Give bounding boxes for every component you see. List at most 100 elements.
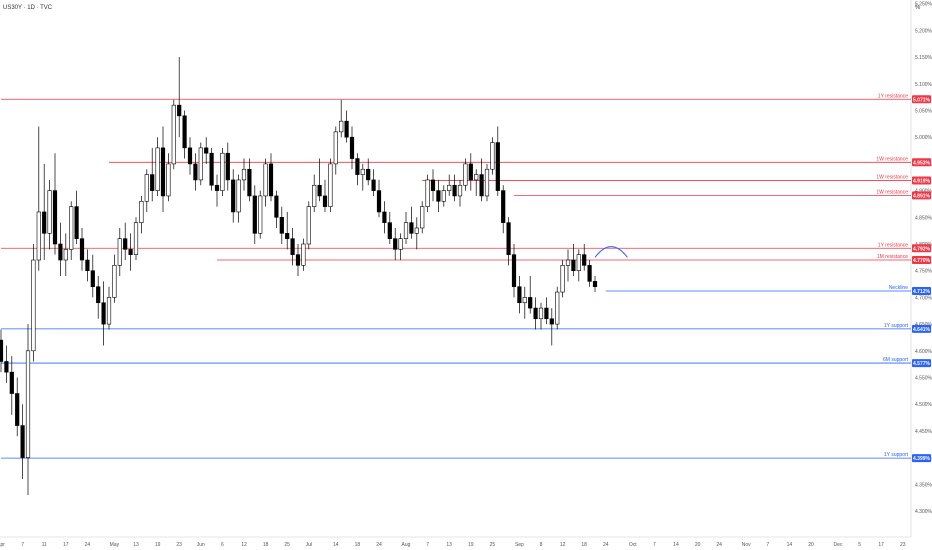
candle-body [231, 179, 236, 213]
level-label: 1W resistance [876, 174, 908, 180]
price-tag [912, 158, 931, 167]
level-label: Neckline [889, 285, 908, 291]
x-tick-label: 18 [581, 542, 587, 548]
candle-body [133, 222, 139, 255]
candle-body [371, 179, 376, 191]
x-tick-label: 17 [878, 542, 884, 548]
candle-body [9, 371, 14, 394]
price-tag [912, 256, 931, 265]
candle-body [555, 291, 560, 325]
candle-body [587, 265, 592, 282]
time-axis[interactable]: Apr 7 11 17 24 May 13 19 23 Jun 6 12 18 25 Jul 14 18 24 Au… [0, 542, 906, 548]
candle-body [69, 206, 74, 250]
candle-body [101, 302, 106, 325]
price-tag [912, 286, 931, 295]
candle-body [538, 307, 544, 320]
level-label: 1W resistance [876, 189, 908, 195]
candle-body [447, 184, 452, 191]
price-tag-text: 4.577% [913, 361, 931, 367]
candle-body [495, 142, 500, 191]
x-tick-label: 25 [490, 542, 496, 548]
y-tick-label: 5.000% [915, 135, 932, 141]
candle-body [128, 249, 133, 255]
candle-body [236, 179, 241, 213]
candle-body [155, 147, 160, 191]
x-tick-label: Apr [0, 542, 5, 548]
candle-body [349, 136, 355, 159]
candle-body [533, 307, 538, 320]
candle-body [430, 179, 436, 191]
x-tick-label: 24 [376, 542, 382, 548]
candle-body [484, 168, 490, 197]
candle-body [322, 195, 328, 207]
candle-body [225, 152, 230, 181]
candle-body [241, 168, 247, 181]
price-tag-text: 4.770% [913, 258, 931, 264]
candle-body [592, 281, 598, 288]
x-tick-label: Dec [834, 542, 843, 548]
y-tick-label: 5.150% [915, 55, 932, 61]
candle-body [193, 163, 198, 181]
x-tick-label: Aug [402, 542, 411, 548]
candle-body [90, 270, 95, 288]
x-tick-label: 7 [21, 542, 24, 548]
x-tick-label: 7 [426, 542, 429, 548]
candle-body [355, 158, 360, 175]
price-tag [912, 324, 931, 333]
level-label: 6M support [883, 357, 909, 363]
x-tick-label: May [110, 542, 120, 548]
currency-label: % [915, 5, 921, 11]
y-tick-label: 4.750% [915, 269, 932, 275]
candle-body [220, 152, 225, 191]
candle-body [468, 163, 473, 181]
x-tick-label: 12 [241, 542, 247, 548]
price-tag [912, 191, 931, 200]
candle-body [182, 115, 187, 149]
candle-body [204, 147, 209, 154]
candle-body [42, 211, 47, 234]
candle-body [565, 259, 571, 266]
x-tick-label: Nov [742, 542, 751, 548]
candle-body [117, 238, 122, 266]
candle-body [490, 142, 495, 170]
candle-body [295, 254, 301, 266]
x-tick-label: 17 [63, 542, 69, 548]
x-tick-label: Jul [306, 542, 312, 548]
x-tick-label: 20 [695, 542, 701, 548]
price-tag-text: 4.919% [913, 178, 931, 184]
candle-body [560, 265, 565, 293]
y-tick-label: 4.300% [915, 509, 932, 515]
candle-body [528, 297, 533, 309]
candle-body [517, 286, 522, 304]
candle-body [47, 190, 52, 234]
candle-body [501, 190, 506, 223]
price-tag [912, 359, 931, 368]
candle-body [511, 254, 517, 288]
candle-body [441, 190, 446, 202]
candle-body [436, 190, 441, 202]
candle-body [328, 163, 333, 207]
candle-body [306, 206, 311, 245]
price-tag-text: 5.071% [913, 97, 931, 103]
y-tick-label: 5.100% [915, 82, 932, 88]
candle-body [360, 168, 365, 175]
candle-body [317, 184, 322, 197]
x-tick-label: 8 [540, 542, 543, 548]
candle-body [15, 393, 20, 426]
candle-body [344, 120, 349, 138]
price-tag-text: 4.953% [913, 160, 931, 166]
candle-body [74, 206, 79, 239]
candle-body [198, 147, 203, 181]
level-label: 1M resistance [877, 254, 908, 260]
candle-body [63, 249, 68, 261]
candle-body [366, 168, 371, 181]
level-label: 1Y support [884, 323, 909, 329]
candle-body [414, 227, 419, 234]
candle-body [582, 254, 587, 266]
head-arc [594, 246, 628, 258]
candle-body [457, 184, 463, 197]
candle-body [479, 174, 484, 197]
y-tick-label: 4.550% [915, 376, 932, 382]
